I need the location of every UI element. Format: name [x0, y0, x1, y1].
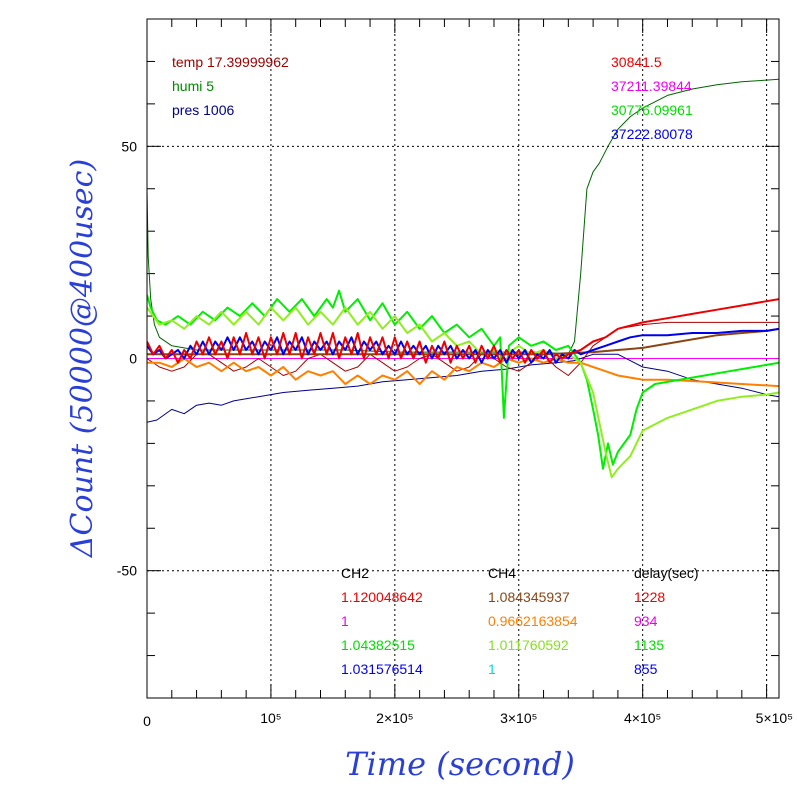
series-line-4: [147, 321, 779, 376]
y-tick-label: 0: [129, 351, 137, 367]
table-cell-ch4: 1.084345937: [488, 589, 570, 605]
series-line-8: [147, 327, 779, 356]
series-line-7: [147, 306, 779, 479]
table-header: delay(sec): [634, 565, 699, 581]
x-tick-label: 5×10⁵: [756, 710, 793, 726]
table-cell-ch2: 1.120048642: [341, 589, 423, 605]
x-tick-label: 2×10⁵: [376, 710, 413, 726]
ref-count: 30776.09961: [611, 102, 693, 118]
env-note: humi 5: [172, 78, 214, 94]
table-cell-delay: 1228: [634, 589, 665, 605]
table-cell-ch4: 1: [488, 661, 496, 677]
y-tick-label: -50: [117, 563, 137, 579]
table-cell-delay: 855: [634, 661, 658, 677]
y-axis-title: ΔCount (50000@400usec): [65, 159, 100, 558]
table-cell-delay: 934: [634, 613, 658, 629]
ref-count: 30841.5: [611, 54, 662, 70]
table-cell-ch2: 1.031576514: [341, 661, 423, 677]
channel-table: CH2 CH4 delay(sec) 1.120048642 1.084345937 12…: [341, 565, 699, 677]
series-line-6: [147, 289, 779, 470]
env-note: pres 1006: [172, 102, 234, 118]
y-tick-label: 50: [121, 138, 137, 154]
series-lines: [147, 78, 779, 479]
x-tick-labels: 0 10⁵ 2×10⁵ 3×10⁵ 4×10⁵ 5×10⁵: [143, 710, 793, 729]
plot-frame: [146, 18, 780, 699]
series-line-3: [147, 353, 779, 423]
table-header: CH4: [488, 565, 516, 581]
table-header: CH2: [341, 565, 369, 581]
table-cell-delay: 1135: [634, 637, 664, 653]
series-line-2: [147, 78, 779, 355]
table-cell-ch4: 0.9662163854: [488, 613, 578, 629]
x-tick-label: 10⁵: [260, 710, 281, 726]
series-line-5: [147, 357, 779, 388]
table-cell-ch2: 1.04382515: [341, 637, 415, 653]
x-tick-label: 3×10⁵: [500, 710, 537, 726]
reference-counts: 30841.5 37211.39844 30776.09961 37222.80078: [611, 54, 693, 142]
x-tick-label: 4×10⁵: [624, 710, 661, 726]
ref-count: 37222.80078: [611, 126, 693, 142]
x-tick-label: 0: [143, 713, 151, 729]
series-line-10: [147, 298, 779, 364]
environment-notes: temp 17.39999962 humi 5 pres 1006: [172, 54, 289, 118]
table-cell-ch4: 1.011760592: [488, 637, 569, 653]
x-axis-title: Time (second): [345, 745, 575, 783]
table-cell-ch2: 1: [341, 613, 349, 629]
y-tick-labels: 50 0 -50: [117, 138, 137, 578]
ref-count: 37211.39844: [611, 78, 692, 94]
env-note: temp 17.39999962: [172, 54, 289, 70]
